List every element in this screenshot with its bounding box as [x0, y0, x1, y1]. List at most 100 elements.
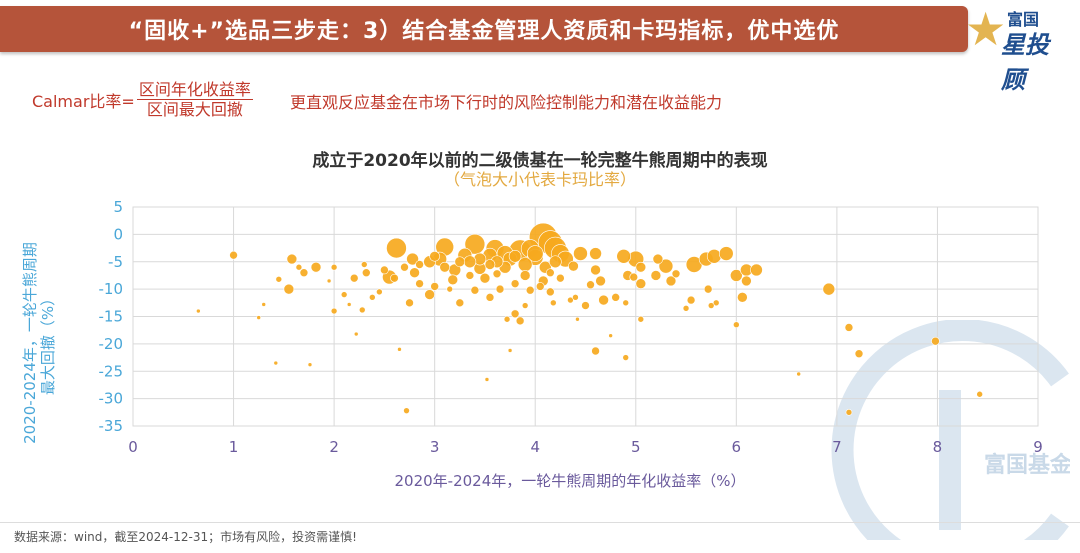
footer-note: 数据来源：wind，截至2024-12-31；市场有风险，投资需谨慎!: [14, 530, 357, 544]
bubble-point: [665, 275, 677, 287]
bubble-point: [635, 278, 647, 289]
bubble-point: [822, 282, 836, 296]
bubble-point: [464, 233, 486, 255]
bubble-point: [446, 285, 454, 293]
bubble-point: [581, 301, 590, 310]
calmar-formula: Calmar比率= 区间年化收益率 区间最大回撤: [32, 80, 253, 119]
bubble-point: [507, 348, 513, 353]
bubble-point: [429, 250, 440, 262]
bubble-point: [741, 275, 752, 287]
bubble-point: [503, 315, 511, 323]
bubble-point: [976, 390, 983, 398]
bubble-point: [330, 263, 338, 271]
x-tick-label: 4: [530, 438, 540, 456]
x-tick-label: 1: [229, 438, 239, 456]
bubble-point: [397, 347, 402, 352]
bubble-point: [286, 253, 298, 265]
bubble-point: [261, 302, 267, 307]
bubble-point: [608, 333, 613, 338]
bubble-point: [591, 346, 600, 356]
bubble-point: [622, 354, 630, 361]
y-tick-label: -35: [99, 417, 124, 435]
bubble-point: [403, 407, 410, 414]
bubble-point: [568, 260, 579, 272]
x-tick-label: 2: [329, 438, 339, 456]
bubble-point: [573, 246, 588, 261]
bubble-series: [196, 222, 983, 416]
chart-subtitle: （气泡大小代表卡玛比率）: [443, 170, 636, 189]
bubble-point: [307, 362, 313, 367]
bubble-point: [844, 323, 854, 332]
bubble-point: [671, 269, 681, 279]
bubble-point: [430, 282, 439, 291]
bubble-point: [556, 273, 565, 283]
bubble-point: [845, 409, 853, 416]
formula-prefix: Calmar比率=: [32, 91, 135, 111]
bubble-point: [326, 278, 332, 284]
formula-denominator: 区间最大回撤: [146, 100, 243, 119]
watermark-icon: [831, 320, 1069, 540]
y-tick-label: 0: [113, 225, 123, 243]
bubble-point: [586, 280, 595, 290]
bubble-point: [595, 275, 606, 287]
bubble-point: [598, 294, 609, 306]
x-axis-ticks: 0 1 2 3 4 5 6 7 8 9: [128, 438, 1043, 456]
bubble-point: [409, 267, 420, 279]
bubble-point: [575, 316, 580, 322]
logo-text-bottom: 星投顾: [1001, 31, 1049, 94]
bubble-point: [737, 292, 748, 303]
watermark-text: 富国基金: [984, 452, 1070, 478]
bubble-point: [750, 263, 763, 277]
bubble-point: [682, 304, 690, 312]
bubble-point: [455, 298, 465, 308]
bubble-point: [652, 253, 664, 265]
bubble-point: [424, 289, 435, 300]
bubble-point: [546, 287, 555, 297]
bubble-point: [485, 293, 495, 302]
bubble-point: [637, 315, 645, 323]
bubble-point: [229, 250, 238, 260]
bubble-point: [406, 252, 419, 266]
bubble-point: [521, 302, 529, 309]
formula-numerator: 区间年化收益率: [136, 80, 253, 100]
formula-fraction: 区间年化收益率 区间最大回撤: [136, 80, 253, 119]
bubble-point: [380, 265, 389, 275]
bubble-point: [465, 271, 475, 280]
bubble-point: [733, 321, 740, 329]
x-axis-label: 2020年-2024年，一轮牛熊周期的年化收益率（%）: [394, 472, 746, 490]
bubble-point: [611, 293, 620, 302]
footer-divider: [0, 522, 1080, 523]
bubble-point: [796, 371, 801, 377]
bubble-point: [405, 298, 414, 308]
bubble-point: [360, 261, 368, 268]
bubble-point: [567, 296, 574, 304]
bubble-point: [707, 302, 715, 309]
bubble-point: [525, 285, 535, 295]
bubble-point: [510, 279, 520, 288]
x-tick-label: 0: [128, 438, 138, 456]
bubble-point: [346, 302, 352, 307]
bubble-point: [686, 295, 696, 305]
bubble-point: [550, 299, 557, 307]
bubble-point: [535, 282, 545, 291]
bubble-point: [546, 268, 555, 278]
bubble-point: [650, 270, 662, 281]
y-tick-label: -15: [99, 308, 124, 326]
x-tick-label: 7: [832, 438, 842, 456]
bubble-point: [479, 272, 491, 284]
y-tick-label: -20: [99, 335, 124, 353]
bubble-point: [703, 284, 713, 294]
bubble-point: [616, 248, 632, 264]
bubble-point: [439, 261, 451, 273]
y-tick-label: -25: [99, 362, 124, 380]
chart-title: 成立于2020年以前的二级债基在一轮完整牛熊周期中的表现: [312, 151, 768, 171]
bubble-point: [658, 258, 674, 274]
bubble-point: [854, 349, 864, 359]
bubble-point: [629, 272, 639, 282]
bubble-point: [526, 245, 544, 262]
bubble-point: [369, 294, 376, 301]
bubble-point: [622, 299, 630, 307]
bubble-point: [718, 246, 734, 261]
brand-logo: ★ 富国 星投顾: [965, 4, 1070, 94]
